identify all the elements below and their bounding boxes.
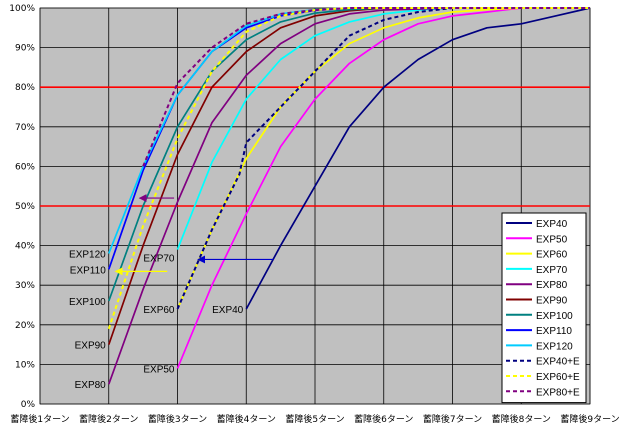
x-tick-label: 蓄障後7ターン <box>423 413 482 425</box>
y-tick-label: 70% <box>15 123 35 133</box>
y-tick-label: 40% <box>15 242 35 252</box>
y-tick-label: 0% <box>21 400 36 410</box>
series-line <box>176 7 590 369</box>
legend-label: EXP40+E <box>536 357 580 368</box>
legend-box <box>501 212 587 404</box>
series-annotation: EXP50 <box>143 364 175 375</box>
x-tick-label: 蓄障後4ターン <box>217 413 276 425</box>
legend-label: EXP110 <box>536 326 572 337</box>
series-annotation: EXP120 <box>69 250 106 261</box>
legend: EXP40 EXP50 EXP60 EXP70 EXP80 EXP90 EXP100 EXP1… <box>501 212 587 404</box>
y-tick-label: 100% <box>9 4 35 14</box>
y-axis-tick-labels: 0% 10% 20% 30% 40% 50% 60% 70% 80% 90% 100% <box>9 4 35 410</box>
series-annotation: EXP70 <box>143 253 175 264</box>
series-annotation: EXP90 <box>75 341 107 352</box>
series-annotation: EXP110 <box>70 265 106 276</box>
series-line <box>176 7 590 310</box>
x-tick-label: 蓄障後3ターン <box>148 413 207 425</box>
arrows <box>114 194 274 276</box>
series-annotation: EXP40 <box>212 305 244 316</box>
legend-label: EXP80+E <box>536 387 580 398</box>
x-tick-label: 蓄障後8ターン <box>492 413 551 425</box>
y-tick-label: 10% <box>15 360 35 370</box>
x-axis-tick-labels: 蓄障後1ターン 蓄障後2ターン 蓄障後3ターン 蓄障後4ターン 蓄障後5ターン 蓄障後6タ… <box>10 413 619 425</box>
legend-label: EXP80 <box>536 280 568 291</box>
x-tick-label: 蓄障後1ターン <box>10 413 69 425</box>
series-annotation: EXP80 <box>75 380 107 391</box>
y-tick-label: 50% <box>15 202 35 212</box>
legend-label: EXP100 <box>536 311 573 322</box>
annotations: EXP120 EXP110 EXP100 EXP90 EXP80 EXP70 EXP60 EX… <box>69 250 244 392</box>
x-tick-label: 蓄障後6ターン <box>354 413 413 425</box>
legend-label: EXP120 <box>536 341 573 352</box>
series-line <box>108 7 590 385</box>
series-annotation: EXP100 <box>69 297 106 308</box>
legend-label: EXP90 <box>536 296 568 307</box>
series-lines <box>107 7 591 385</box>
series-line <box>176 7 590 310</box>
y-tick-label: 90% <box>15 44 35 54</box>
y-tick-label: 80% <box>15 83 35 93</box>
x-tick-label: 蓄障後9ターン <box>560 413 619 425</box>
series-line <box>107 7 590 330</box>
legend-label: EXP50 <box>536 234 568 245</box>
series-line <box>245 7 591 310</box>
reference-lines <box>40 86 590 207</box>
y-tick-label: 60% <box>15 162 35 172</box>
series-annotation: EXP60 <box>143 305 175 316</box>
x-tick-label: 蓄障後5ターン <box>285 413 344 425</box>
y-tick-label: 30% <box>15 281 35 291</box>
y-tick-label: 20% <box>15 321 35 331</box>
series-line <box>142 7 590 167</box>
legend-label: EXP70 <box>536 265 568 276</box>
legend-label: EXP40 <box>536 219 568 230</box>
legend-label: EXP60 <box>536 250 568 261</box>
x-tick-label: 蓄障後2ターン <box>79 413 138 425</box>
legend-label: EXP60+E <box>536 372 580 383</box>
